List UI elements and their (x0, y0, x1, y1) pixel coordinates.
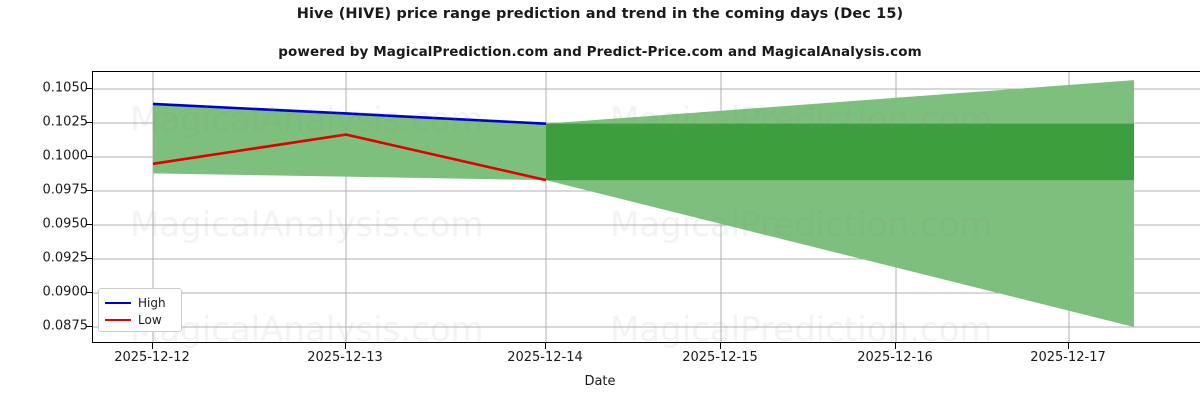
band-inner-range (546, 123, 1134, 181)
x-axis-tick-mark (1068, 343, 1069, 349)
plot-area (92, 71, 1200, 343)
y-axis-tick-label: 0.1000 (42, 148, 89, 164)
y-axis-tick-label: 0.0950 (42, 216, 89, 232)
x-axis-tick-mark (895, 343, 896, 349)
y-axis-tick-label: 0.0975 (42, 182, 89, 198)
y-axis-tick-label: 0.0925 (42, 250, 89, 266)
y-axis-tick-mark (86, 326, 92, 327)
x-axis-tick-label: 2025-12-13 (307, 350, 383, 365)
legend-label-low: Low (138, 312, 162, 327)
series-line-high (152, 102, 547, 125)
y-axis-tick-label: 0.0875 (42, 318, 89, 334)
legend-label-high: High (138, 295, 166, 310)
chart-subtitle: powered by MagicalPrediction.com and Pre… (278, 44, 922, 60)
x-axis-tick-mark (345, 343, 346, 349)
y-axis-tick-mark (86, 122, 92, 123)
legend-swatch-low (105, 318, 131, 321)
y-axis-tick-mark (86, 88, 92, 89)
chart-legend: High Low (98, 288, 182, 332)
x-axis-tick-label: 2025-12-12 (114, 350, 190, 365)
chart-title: Hive (HIVE) price range prediction and t… (296, 6, 904, 22)
series-line-low (152, 133, 547, 182)
y-axis-tick-mark (86, 224, 92, 225)
y-axis-tick-label: 0.0900 (42, 284, 89, 300)
x-axis-tick-mark (545, 343, 546, 349)
y-axis-tick-mark (86, 156, 92, 157)
y-axis-tick-mark (86, 190, 92, 191)
x-axis-tick-label: 2025-12-15 (682, 350, 758, 365)
legend-item-high[interactable]: High (105, 294, 175, 311)
y-axis-tick-mark (86, 258, 92, 259)
legend-swatch-high (105, 301, 131, 304)
x-axis-label: Date (584, 374, 616, 389)
x-axis-tick-mark (152, 343, 153, 349)
x-axis-tick-mark (720, 343, 721, 349)
legend-item-low[interactable]: Low (105, 311, 175, 328)
y-axis-tick-label: 0.1025 (42, 114, 89, 130)
y-axis-tick-label: 0.1050 (42, 80, 89, 96)
y-axis-tick-mark (86, 292, 92, 293)
plot-svg (93, 72, 1200, 342)
x-axis-tick-label: 2025-12-16 (857, 350, 933, 365)
x-axis-tick-label: 2025-12-14 (507, 350, 583, 365)
band-outer-range (153, 80, 1134, 327)
x-axis-tick-label: 2025-12-17 (1030, 350, 1106, 365)
